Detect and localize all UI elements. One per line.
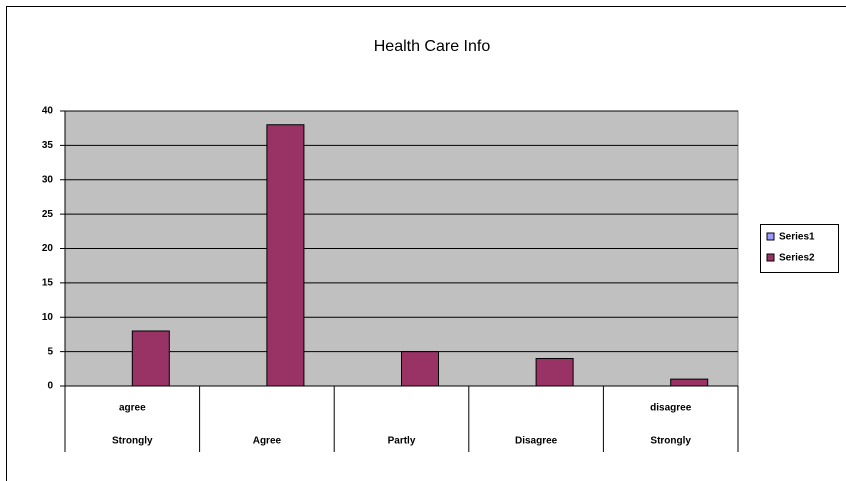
legend-label: Series2 — [779, 253, 815, 264]
y-tick-label: 15 — [42, 278, 54, 289]
bar — [401, 351, 440, 387]
bar — [266, 124, 305, 387]
legend-label: Series1 — [779, 232, 815, 243]
legend-box — [760, 224, 839, 273]
x-tick-label: Strongly — [112, 436, 153, 447]
chart-title: Health Care Info — [374, 38, 491, 55]
legend-swatch — [766, 232, 775, 241]
x-tick-label: Partly — [388, 436, 416, 447]
x-tick-label: Agree — [253, 436, 282, 447]
y-tick-label: 35 — [42, 140, 54, 151]
y-tick-label: 30 — [42, 174, 54, 185]
y-tick-label: 5 — [47, 346, 53, 357]
y-tick-label: 25 — [42, 209, 54, 220]
y-tick-label: 0 — [47, 381, 53, 392]
x-tick-sublabel: agree — [119, 403, 146, 414]
bar — [535, 358, 574, 387]
bar — [670, 378, 709, 387]
bar — [131, 330, 170, 387]
y-tick-label: 20 — [42, 243, 54, 254]
x-tick-label: Disagree — [515, 436, 558, 447]
x-tick-sublabel: disagree — [650, 403, 692, 414]
x-tick-label: Strongly — [650, 436, 691, 447]
y-tick-label: 40 — [42, 106, 54, 117]
y-tick-label: 10 — [42, 312, 54, 323]
legend-swatch — [766, 253, 775, 262]
